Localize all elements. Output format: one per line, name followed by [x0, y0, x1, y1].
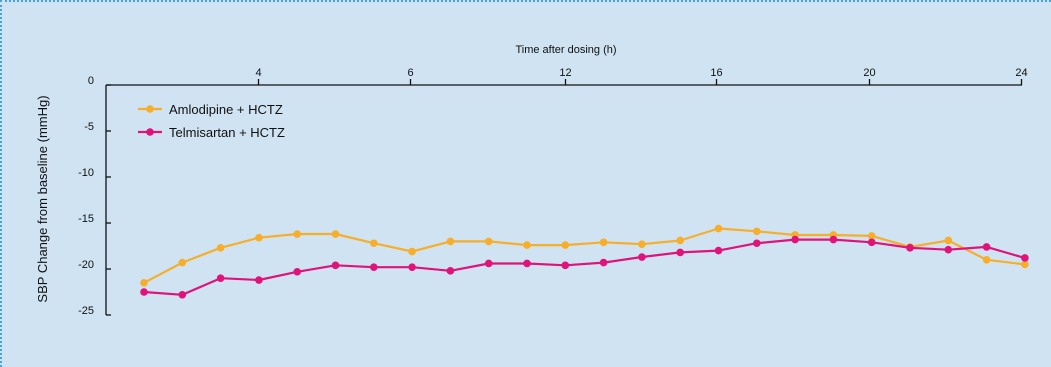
data-point	[1021, 260, 1029, 269]
x-tick-group: 4 6 12 16 20 24	[255, 67, 1028, 85]
x-axis-title: Time after dosing (h)	[515, 44, 616, 56]
data-point	[178, 258, 187, 267]
legend: Amlodipine + HCTZ Telmisartan + HCTZ	[138, 102, 285, 140]
frame-top-border	[0, 0, 1051, 2]
data-point	[293, 267, 302, 276]
data-point	[982, 255, 991, 264]
data-point	[676, 248, 684, 257]
x-tick-label: 12	[559, 67, 571, 79]
data-point	[561, 241, 570, 249]
data-point	[599, 238, 608, 247]
data-point	[370, 239, 378, 248]
x-tick-label: 6	[407, 67, 413, 79]
x-tick-label: 16	[710, 67, 722, 79]
legend-swatch-marker	[146, 105, 154, 113]
data-point	[370, 263, 378, 271]
data-point	[255, 276, 263, 284]
y-tick-label: -20	[78, 259, 94, 271]
data-point	[867, 238, 876, 247]
x-tick-label: 24	[1015, 67, 1027, 79]
data-point	[599, 258, 608, 267]
data-point	[523, 241, 531, 249]
y-tick-label: -25	[78, 305, 94, 317]
y-tick-label: -10	[78, 167, 94, 179]
data-point	[1021, 254, 1029, 262]
chart-axes	[105, 84, 1022, 315]
data-point	[331, 261, 340, 270]
y-tick-label: 0	[88, 75, 94, 87]
data-point	[791, 235, 799, 244]
data-point	[255, 233, 263, 242]
data-point	[293, 230, 302, 238]
data-point	[638, 240, 646, 248]
data-point	[216, 274, 225, 283]
data-point	[561, 261, 570, 270]
data-point	[753, 227, 761, 236]
data-point	[331, 230, 340, 238]
legend-label: Amlodipine + HCTZ	[169, 102, 283, 117]
data-point	[676, 236, 684, 245]
series-line-1	[143, 227, 1026, 284]
data-point	[484, 259, 493, 268]
data-point	[714, 246, 723, 255]
x-tick-label: 4	[255, 67, 261, 79]
data-point	[446, 267, 455, 275]
y-tick-label: -5	[84, 121, 94, 133]
data-point	[484, 237, 493, 246]
data-point	[906, 244, 914, 252]
legend-swatch-marker	[146, 128, 154, 136]
data-point	[408, 263, 416, 271]
y-axis-title: SBP Change from baseline (mmHg)	[35, 95, 50, 302]
frame-left-border	[0, 0, 2, 367]
data-point	[944, 245, 953, 254]
data-point	[638, 253, 646, 261]
x-tick-label: 20	[863, 67, 875, 79]
data-point	[446, 237, 455, 246]
data-point	[829, 235, 838, 244]
data-point	[178, 290, 187, 299]
data-point	[753, 239, 761, 248]
data-point	[944, 236, 953, 245]
series-line-2	[143, 238, 1026, 296]
data-point	[867, 232, 876, 240]
y-tick-label: -15	[78, 213, 94, 225]
data-point	[140, 288, 148, 296]
data-point	[523, 259, 531, 268]
data-point	[408, 247, 416, 256]
legend-label: Telmisartan + HCTZ	[169, 125, 285, 140]
series-group	[140, 224, 1029, 299]
y-tick-group: 0 -5 -10 -15 -20 -25	[78, 75, 111, 317]
data-point	[140, 279, 148, 287]
data-point	[714, 224, 723, 233]
data-point	[982, 243, 991, 251]
data-point	[216, 244, 225, 252]
